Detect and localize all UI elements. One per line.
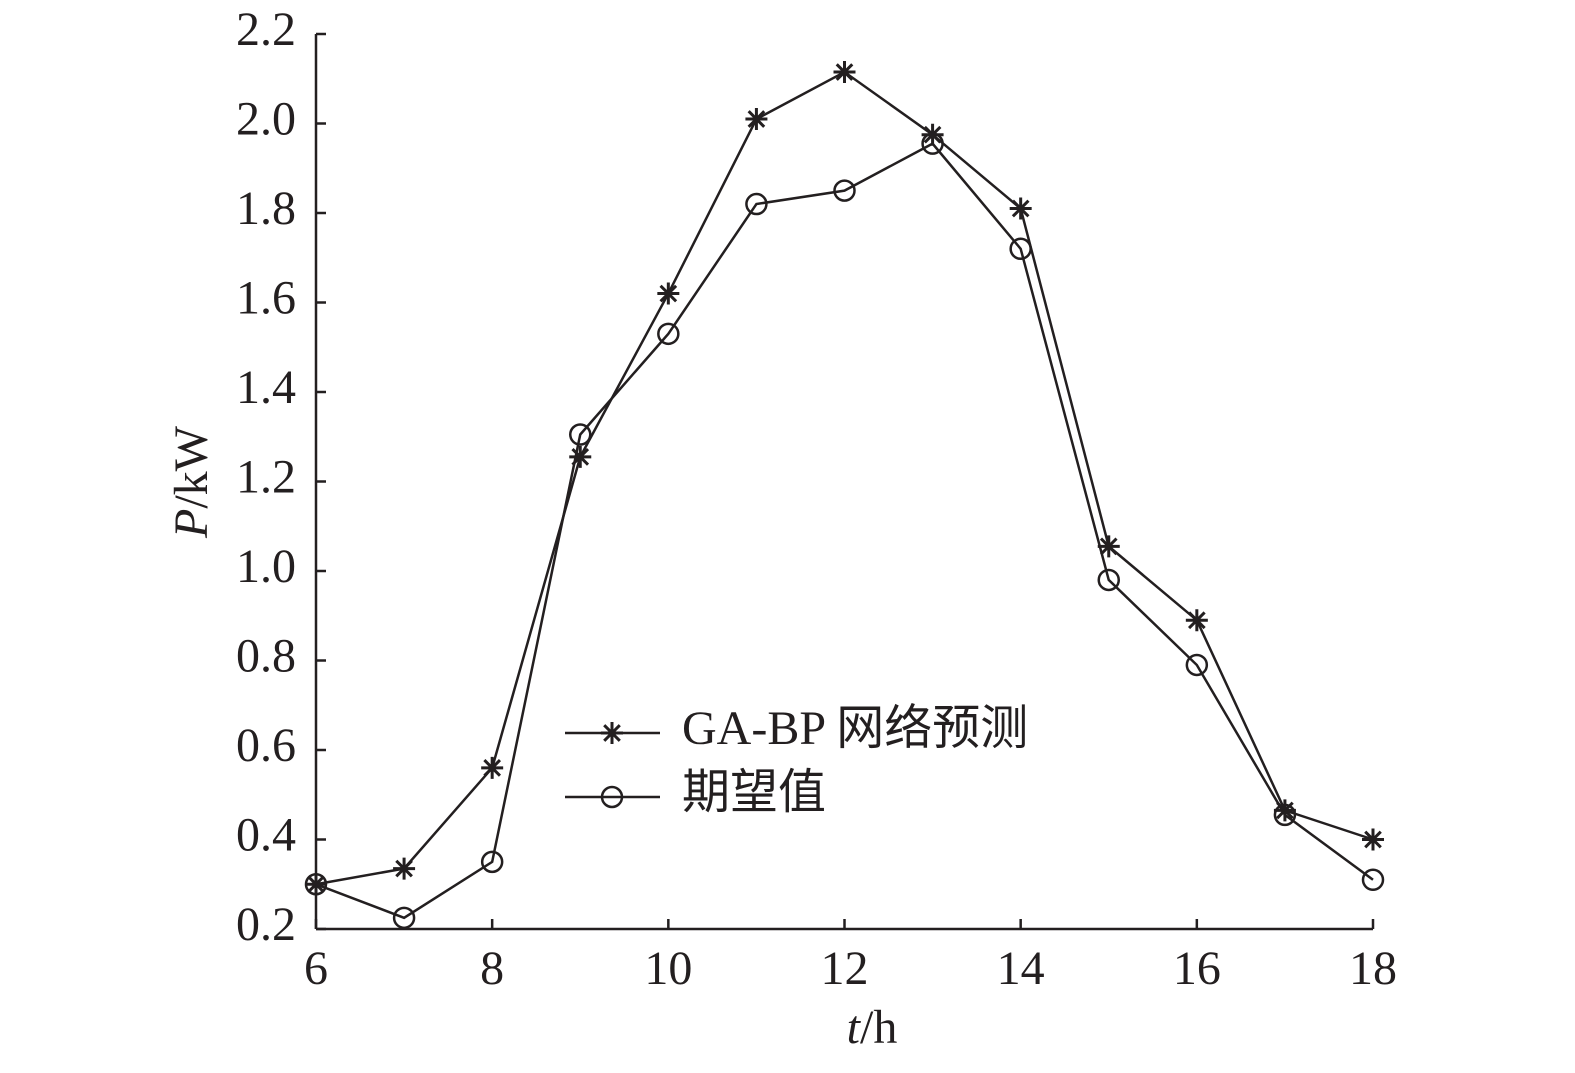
point <box>1273 803 1297 827</box>
point <box>1273 799 1296 822</box>
x-tick-label: 8 <box>480 942 504 995</box>
legend-marker <box>601 722 623 744</box>
legend-label: 期望值 <box>682 766 826 819</box>
point <box>657 322 680 346</box>
point <box>569 445 592 468</box>
point <box>480 850 504 874</box>
point <box>745 192 768 216</box>
y-tick-label: 0.6 <box>236 719 296 772</box>
point <box>1185 609 1208 632</box>
point <box>833 179 856 202</box>
x-tick-label: 14 <box>997 942 1045 995</box>
point <box>1362 828 1384 851</box>
point <box>1009 197 1032 220</box>
y-tick-label: 1.2 <box>236 451 296 504</box>
point <box>481 756 504 779</box>
x-axis-label: t/h <box>847 1001 898 1054</box>
x-tick-label: 16 <box>1173 942 1221 995</box>
point <box>921 132 944 155</box>
point <box>657 282 680 305</box>
point <box>392 906 416 930</box>
series-line <box>315 142 1374 920</box>
point <box>569 423 592 446</box>
y-tick-label: 2.0 <box>236 93 296 146</box>
point <box>1009 237 1032 261</box>
point <box>393 857 416 880</box>
point <box>1097 535 1120 558</box>
point <box>1185 653 1209 677</box>
y-tick-label: 2.2 <box>236 3 296 56</box>
point <box>304 873 328 896</box>
point <box>1097 568 1120 592</box>
y-tick-label: 1.4 <box>236 361 296 414</box>
x-tick-label: 18 <box>1349 942 1397 995</box>
legend-label: GA-BP 网络预测 <box>682 702 1028 755</box>
x-tick-label: 6 <box>304 942 328 995</box>
y-tick-label: 0.8 <box>236 630 296 683</box>
y-tick-label: 1.6 <box>236 272 296 325</box>
point <box>1361 868 1385 892</box>
y-axis-label: P/kW <box>165 425 218 539</box>
y-tick-label: 0.2 <box>236 898 296 951</box>
x-tick-label: 12 <box>821 942 869 995</box>
point <box>745 108 768 131</box>
y-tick-label: 0.4 <box>236 809 296 862</box>
point <box>833 61 856 84</box>
y-tick-label: 1.0 <box>236 540 296 593</box>
legend-marker <box>600 785 624 809</box>
series-line <box>315 70 1374 886</box>
x-tick-label: 10 <box>644 942 692 995</box>
y-tick-label: 1.8 <box>236 182 296 235</box>
